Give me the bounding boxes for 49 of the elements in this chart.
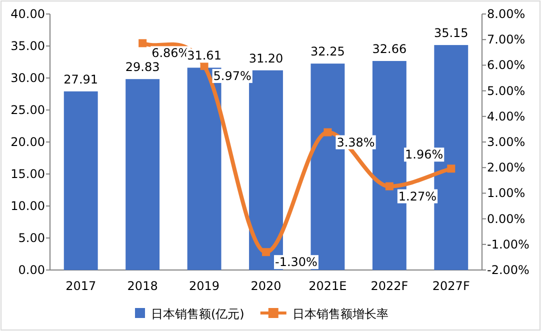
point	[447, 164, 456, 173]
legend-label: 日本销售额增长率	[292, 307, 388, 321]
x-tick-label: 2017	[66, 279, 96, 293]
y-tick-label: 10.00	[10, 199, 45, 213]
data-label: 29.83	[125, 60, 160, 74]
y2-tick-label: 5.00%	[487, 84, 526, 98]
y-tick-label: 0.00	[18, 263, 45, 277]
data-label: 1.96%	[405, 148, 444, 162]
data-label: 31.20	[248, 51, 284, 66]
data-label: 32.25	[310, 44, 345, 59]
x-tick-label: 2027F	[432, 279, 470, 293]
point	[262, 248, 270, 256]
data-label: 5.97%	[213, 68, 252, 83]
y2-tick-label: 7.00%	[487, 32, 526, 47]
y-tick-label: 25.00	[10, 103, 45, 117]
y-tick-label: 40.00	[10, 7, 45, 21]
data-label: 32.66	[372, 42, 407, 56]
y-tick-label: 30.00	[10, 71, 45, 85]
x-tick-label: 2019	[189, 279, 220, 293]
y2-tick-label: 4.00%	[487, 109, 526, 124]
y-tick-label: 20.00	[10, 135, 45, 149]
bar	[126, 79, 160, 270]
y2-tick-label: 0.00%	[487, 212, 526, 226]
y2-tick-label: 2.00%	[487, 160, 526, 175]
x-tick-label: 2022F	[370, 279, 408, 293]
y2-tick-label: -2.00%	[487, 263, 530, 277]
data-label: 31.61	[187, 48, 222, 63]
data-label: 3.38%	[336, 135, 375, 150]
data-label: 27.91	[64, 72, 98, 86]
y-tick-label: 15.00	[10, 167, 45, 181]
y2-tick-label: -1.00%	[487, 237, 530, 252]
y2-tick-label: 3.00%	[487, 135, 526, 149]
point	[200, 62, 208, 70]
point	[385, 182, 394, 190]
y2-tick-label: 8.00%	[487, 7, 526, 21]
y2-tick-label: 1.00%	[487, 186, 526, 200]
x-tick-label: 2021E	[308, 279, 347, 293]
y2-tick-label: 6.00%	[487, 58, 526, 72]
point	[138, 39, 147, 48]
x-tick-label: 2018	[127, 279, 158, 293]
y-tick-label: 35.00	[10, 39, 45, 53]
bar	[64, 91, 98, 270]
point	[324, 128, 332, 136]
data-label: 35.15	[434, 26, 468, 40]
y-tick-label: 5.00	[18, 231, 45, 245]
x-tick-label: 2020	[250, 279, 282, 293]
data-label: -1.30%	[275, 255, 318, 270]
legend-label: 日本销售额(亿元)	[151, 307, 244, 321]
data-label: 1.27%	[398, 189, 437, 204]
